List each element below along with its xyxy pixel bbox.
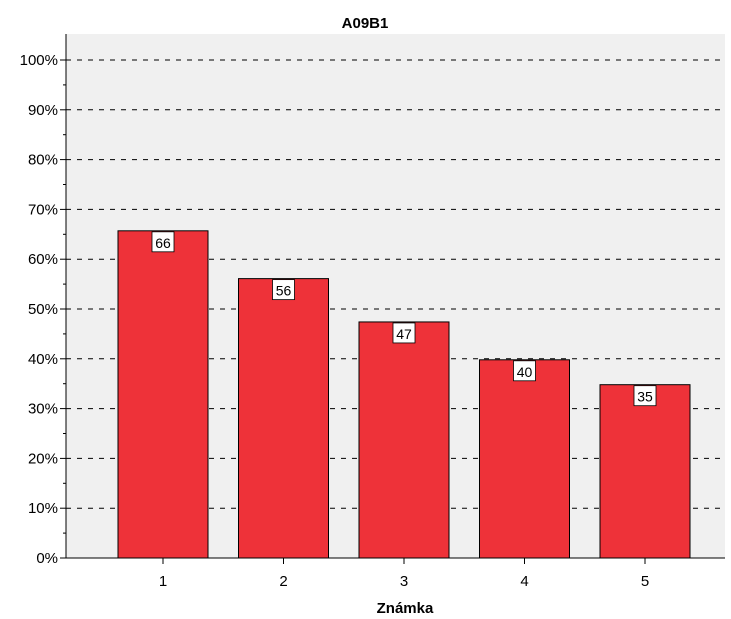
y-tick-label: 90% (28, 102, 58, 119)
y-tick-label: 0% (36, 550, 58, 567)
y-tick-label: 70% (28, 201, 58, 218)
data-label: 56 (276, 283, 292, 299)
data-label: 66 (155, 235, 171, 251)
x-tick-label: 4 (520, 573, 528, 590)
data-label: 35 (637, 389, 653, 405)
y-tick-label: 10% (28, 500, 58, 517)
data-label-box (272, 279, 295, 301)
x-tick-label: 5 (641, 573, 649, 590)
data-label-box (392, 322, 416, 344)
data-label-box (633, 385, 657, 407)
data-label: 47 (396, 326, 412, 342)
data-labels: 66 56 47 40 35 (151, 231, 657, 407)
y-tick-label: 20% (28, 450, 58, 467)
bar (599, 384, 691, 559)
y-tick-label: 100% (20, 52, 58, 69)
x-axis-ticks: 1 2 3 4 5 (66, 557, 725, 590)
bar (479, 359, 570, 559)
x-tick-label: 1 (159, 573, 167, 590)
bar (358, 321, 450, 559)
data-label-box (151, 231, 175, 253)
chart-title: A09B1 (342, 15, 389, 32)
y-tick-label: 30% (28, 401, 58, 418)
data-label: 40 (517, 364, 533, 380)
y-tick-label: 80% (28, 152, 58, 169)
data-label-box (513, 360, 536, 382)
x-axis-title: Známka (377, 600, 434, 617)
bar (117, 230, 209, 559)
x-tick-label: 2 (279, 573, 287, 590)
y-tick-label: 60% (28, 251, 58, 268)
y-axis-ticks: 0% 10% 20% 30% 40% 50% 60% 70% 80% 90% 100% (20, 34, 67, 567)
bars (117, 230, 691, 559)
bar (238, 278, 329, 559)
x-tick-label: 3 (400, 573, 408, 590)
y-tick-label: 40% (28, 351, 58, 368)
y-tick-label: 50% (28, 301, 58, 318)
